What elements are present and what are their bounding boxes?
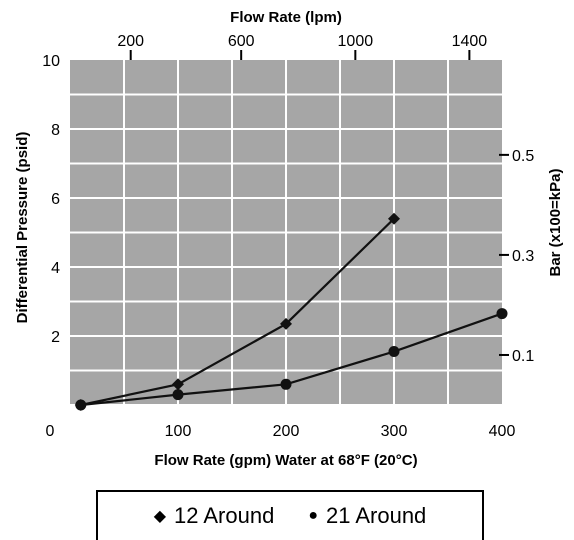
circle-marker-icon: ● — [308, 507, 318, 524]
x-tick-label: 200 — [273, 423, 300, 440]
series-line — [80, 217, 395, 407]
chart: 0 100 200 300 400 2 4 6 8 10 200 600 1000 1400 0.1 0.3 0… — [14, 9, 564, 469]
legend-entry-12-around: ◆ 12 Around — [154, 503, 275, 529]
y-tick-label: 2 — [51, 329, 60, 346]
series-layer — [74, 212, 508, 411]
top-axis-label: Flow Rate (lpm) — [230, 9, 342, 26]
top-tick-label: 1400 — [452, 33, 488, 50]
y-tick-label: 4 — [51, 260, 60, 277]
series-21-around — [75, 308, 508, 411]
right-axis-label: Bar (x100=kPa) — [547, 169, 564, 277]
y-tick-label: 6 — [51, 191, 60, 208]
y-tick-label: 8 — [51, 122, 60, 139]
x-axis-label: Flow Rate (gpm) Water at 68°F (20°C) — [154, 452, 417, 469]
legend-label-21-around: 21 Around — [325, 503, 427, 528]
x-tick-label: 300 — [381, 423, 408, 440]
top-tick-label: 200 — [117, 33, 144, 50]
data-point-circle — [388, 346, 400, 358]
right-tick-label: 0.1 — [512, 348, 534, 365]
data-point-circle — [280, 378, 292, 390]
top-tick-label: 600 — [228, 33, 255, 50]
y-axis-label: Differential Pressure (psid) — [14, 132, 31, 324]
right-tick-label: 0.3 — [512, 248, 534, 265]
grid — [70, 60, 502, 405]
x-tick-label: 400 — [489, 423, 516, 440]
legend-label-12-around: 12 Around — [174, 503, 275, 528]
data-point-circle — [496, 308, 508, 320]
data-point-circle — [172, 389, 184, 401]
right-tick-label: 0.5 — [512, 148, 534, 165]
axes: 0 100 200 300 400 2 4 6 8 10 200 600 1000 1400 0.1 0.3 0… — [42, 33, 534, 440]
diamond-marker-icon: ◆ — [153, 508, 166, 525]
y-tick-label: 10 — [42, 53, 60, 70]
legend-entry-21-around: ● 21 Around — [308, 503, 426, 529]
legend: ◆ 12 Around ● 21 Around — [96, 490, 484, 540]
x-tick-label: 100 — [165, 423, 192, 440]
data-point-circle — [75, 399, 87, 411]
top-tick-label: 1000 — [338, 33, 374, 50]
x-tick-label: 0 — [46, 423, 55, 440]
data-point-diamond — [172, 378, 184, 391]
data-point-diamond — [280, 317, 292, 330]
data-point-diamond — [388, 212, 400, 225]
